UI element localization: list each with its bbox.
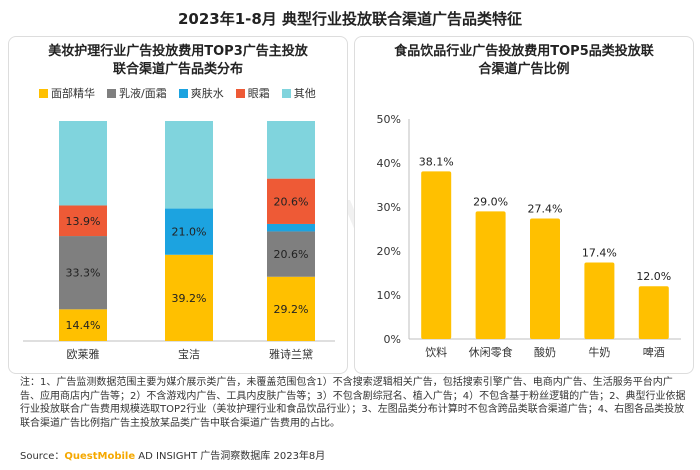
data-label: 27.4% — [528, 202, 563, 215]
y-tick-label: 30% — [377, 201, 401, 214]
data-label: 14.4% — [66, 319, 101, 332]
stacked-bar-segment — [165, 254, 213, 341]
right-chart-title-line2: 合渠道广告比例 — [478, 62, 570, 77]
stacked-bar-segment — [267, 276, 315, 341]
left-stacked-bar-chart: 14.4% 33.3% 13.9% 欧莱雅 39.2% 21.0% 宝洁 29.2% 20.6%… — [23, 121, 335, 361]
stacked-bar-segment — [165, 208, 213, 255]
legend-item: 爽肤水 — [178, 85, 224, 101]
left-chart-title-line2: 联合渠道广告品类分布 — [112, 62, 243, 77]
legend-label: 面部精华 — [51, 87, 95, 100]
x-tick-label: 牛奶 — [588, 345, 610, 359]
legend-swatch — [39, 88, 48, 98]
data-label: 29.2% — [274, 303, 309, 316]
stacked-bar-segment — [59, 309, 107, 341]
left-chart-panel: 美妆护理行业广告投放费用TOP3广告主投放 联合渠道广告品类分布 面部精华 乳液/… — [8, 36, 348, 374]
legend-item: 面部精华 — [39, 85, 95, 101]
source-rest: AD INSIGHT 广告洞察数据库 2023年8月 — [135, 451, 326, 462]
stacked-bar-segment — [59, 236, 107, 310]
footnotes: 注：1、广告监测数据范围主要为媒介展示类广告，未覆盖范围包含1）不含搜索逻辑相关… — [20, 377, 686, 429]
source-prefix: Source： — [20, 451, 65, 462]
left-chart-title: 美妆护理行业广告投放费用TOP3广告主投放 联合渠道广告品类分布 — [19, 43, 337, 79]
y-tick-label: 40% — [377, 157, 401, 170]
y-tick-label: 20% — [377, 245, 401, 258]
data-label: 39.2% — [172, 292, 207, 305]
left-chart-title-line1: 美妆护理行业广告投放费用TOP3广告主投放 — [48, 44, 308, 59]
stacked-bar-segment — [267, 231, 315, 277]
stacked-bar-segment — [267, 223, 315, 232]
stacked-bar-segment — [267, 178, 315, 224]
legend-item: 其他 — [281, 85, 316, 101]
x-tick-label: 欧莱雅 — [67, 347, 100, 361]
data-label: 13.9% — [66, 215, 101, 228]
data-label: 20.6% — [274, 248, 309, 261]
y-tick-label: 50% — [377, 113, 401, 126]
x-tick-label: 雅诗兰黛 — [269, 347, 313, 361]
stacked-bar-segment — [59, 205, 107, 237]
data-label: 17.4% — [582, 246, 617, 259]
source-line: Source：QuestMobile AD INSIGHT 广告洞察数据库 20… — [20, 447, 325, 462]
legend-swatch — [107, 88, 116, 98]
x-tick-label: 宝洁 — [178, 347, 200, 361]
x-tick-label: 休闲零食 — [469, 345, 513, 359]
stacked-bar-segment — [165, 121, 213, 209]
stacked-bar-segment — [267, 121, 315, 179]
left-chart-legend: 面部精华 乳液/面霜 爽肤水 眼霜 其他 — [39, 85, 316, 101]
page-title: 2023年1-8月 典型行业投放联合渠道广告品类特征 — [177, 10, 523, 28]
bar — [421, 171, 452, 339]
data-label: 21.0% — [172, 226, 207, 239]
legend-label: 其他 — [293, 87, 316, 100]
right-chart-title: 食品饮品行业广告投放费用TOP5品类投放联 合渠道广告比例 — [365, 43, 683, 79]
data-label: 29.0% — [473, 195, 508, 208]
legend-label: 爽肤水 — [190, 87, 224, 100]
right-bar-chart: 0% 10% 20% 30% 40% 50% 38.1% 饮料 29.0% 休闲零食 27.4% 酸奶… — [377, 113, 681, 359]
bar — [638, 286, 669, 339]
legend-item: 乳液/面霜 — [107, 85, 167, 101]
x-tick-label: 饮料 — [425, 345, 447, 359]
stacked-bar-segment — [59, 121, 107, 206]
right-chart-panel: 食品饮品行业广告投放费用TOP5品类投放联 合渠道广告比例 0% 10% 20% 30… — [354, 36, 694, 374]
legend-label: 眼霜 — [247, 87, 270, 100]
legend-swatch — [235, 88, 245, 98]
y-tick-label: 10% — [377, 289, 401, 302]
bar — [530, 218, 560, 339]
x-tick-label: 酸奶 — [534, 345, 556, 359]
right-chart-title-line1: 食品饮品行业广告投放费用TOP5品类投放联 — [394, 44, 654, 59]
data-label: 12.0% — [636, 270, 671, 283]
data-label: 38.1% — [419, 155, 454, 168]
legend-item: 眼霜 — [235, 85, 270, 101]
data-label: 20.6% — [274, 195, 309, 208]
legend-swatch — [281, 88, 291, 98]
bar — [584, 262, 615, 339]
legend-swatch — [178, 88, 188, 98]
data-label: 33.3% — [66, 267, 101, 280]
bar — [475, 211, 506, 339]
y-tick-label: 0% — [384, 333, 401, 346]
x-tick-label: 啤酒 — [643, 345, 665, 359]
legend-label: 乳液/面霜 — [119, 87, 167, 100]
source-brand: QuestMobile — [64, 451, 136, 462]
